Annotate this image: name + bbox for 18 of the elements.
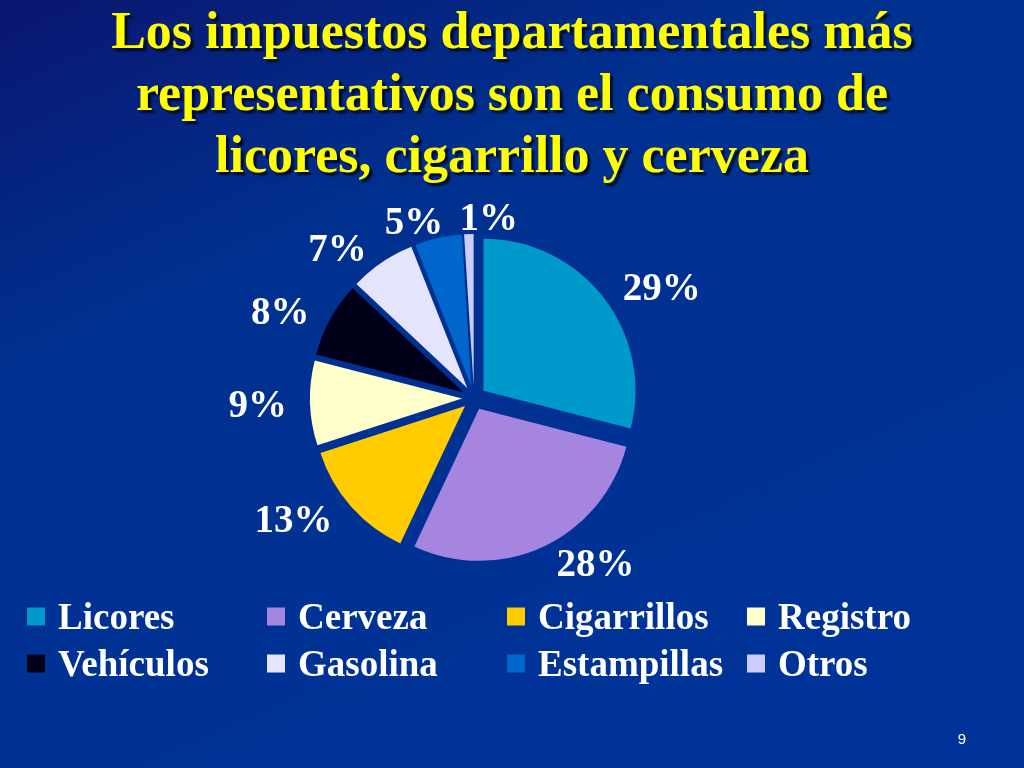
data-label: 7% [308,225,367,269]
legend-label: Cerveza [298,596,428,637]
text: 9 [957,730,966,747]
data-label: 28% [556,541,635,585]
legend-label: Registro [778,596,911,637]
chart-title: Los impuestos departamentales más representativos son el consumo de licores, cigarrillo y cerveza [110,1,914,185]
legend-label: Otros [778,643,868,684]
legend-label: Vehículos [58,643,209,684]
data-label: 13% [254,496,333,540]
legend-label: Estampillas [538,643,724,684]
legend-label: Licores [58,596,175,637]
data-label: 8% [251,288,310,332]
legend-label: Gasolina [298,643,438,684]
data-label: 29% [622,264,701,308]
data-label: 9% [228,382,288,426]
data-label: 5% [384,198,444,242]
data-label: 1% [459,194,519,238]
legend-label: Cigarrillos [538,596,709,637]
